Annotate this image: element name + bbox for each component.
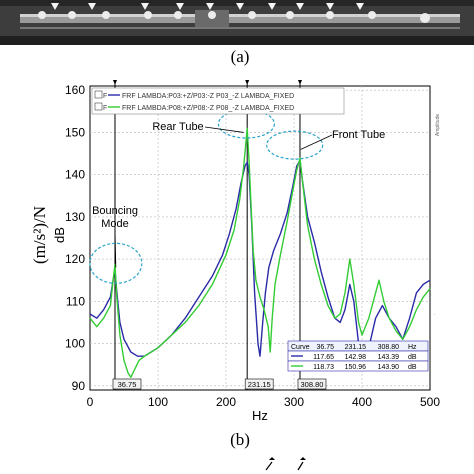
cursor-table-row-1-v3: 143.39: [378, 354, 400, 361]
cursor-label-3: 308.80: [301, 380, 324, 389]
legend-marker-box-2: [94, 102, 103, 111]
cursor-table-row-1-v2: 142.98: [345, 354, 367, 361]
annotation-pointer-2: [204, 126, 244, 133]
cursor-table-row-1-unit: dB: [408, 354, 417, 361]
x-tick-label-0: 0: [87, 395, 94, 409]
cursor-table-row-2-bg: [287, 360, 429, 372]
legend-box: [91, 87, 345, 115]
cursor-table-row-2-v3: 143.90: [378, 364, 400, 371]
cursor-table-header-f1: 36.75: [316, 344, 334, 351]
y-tick-label-6: 150: [65, 125, 85, 139]
cursor-table-row-2-unit: dB: [408, 364, 417, 371]
cursor-table-row-2-v2: 150.96: [345, 364, 367, 371]
legend-entry-2: FRF LAMBDA:P08:+Z/P08:-Z P08_-Z LAMBDA_F…: [122, 105, 294, 112]
y-axis-label-units: (m/s²)/N: [30, 206, 49, 264]
annotation-pointer-1: [114, 229, 117, 268]
x-axis-label: Hz: [252, 408, 268, 423]
cursor-table-header-f3: 308.80: [378, 344, 400, 351]
series-line-2: [89, 127, 431, 378]
annotation-rear-tube: Rear Tube: [152, 121, 203, 133]
right-axis-label: Amplitude: [435, 114, 441, 136]
annotation-front-tube: Front Tube: [332, 129, 385, 141]
cursor-marker-1: [112, 80, 117, 85]
cursor-table-row-1-v1: 117.65: [313, 354, 334, 361]
x-tick-label-1: 100: [148, 395, 168, 409]
cursor-label-1: 36.75: [118, 380, 137, 389]
cursor-labels: 36.75 231.15 308.80: [112, 378, 327, 390]
cursor-table: Curve 36.75 231.15 308.80 Hz 117.65 142.…: [287, 340, 429, 372]
callout-circle-3: [266, 130, 324, 160]
cursor-table-header-unit: Hz: [408, 344, 417, 351]
caption-b: (b): [230, 430, 250, 449]
cursor-label-2: 231.15: [248, 380, 271, 389]
x-tick-labels: 0 100 200 300 400 500: [87, 395, 441, 409]
cursor-label-box-1: [112, 378, 142, 390]
x-tick-label-4: 400: [352, 395, 372, 409]
cursor-marker-3: [297, 80, 302, 85]
right-axis-tick: ·: [434, 312, 436, 318]
cursor-table-header-f2: 231.15: [345, 344, 367, 351]
legend: F FRF LAMBDA:P03:+Z/P03:-Z P03_-Z LAMBDA…: [91, 87, 345, 115]
y-tick-labels: 90 100 110 120 130 140 150 160: [65, 83, 85, 393]
annotation-bouncing-mode-2: Mode: [101, 218, 129, 230]
y-tick-label-5: 140: [65, 168, 85, 182]
x-tick-label-2: 200: [216, 395, 236, 409]
annotation-bouncing-mode: Bouncing: [92, 205, 138, 217]
cursor-label-box-3: [297, 378, 327, 390]
y-tick-label-3: 120: [65, 252, 85, 266]
annotation-pointer-3: [300, 134, 333, 150]
y-tick-label-4: 130: [65, 210, 85, 224]
cursor-label-box-2: [244, 378, 274, 390]
y-tick-label-2: 110: [66, 294, 85, 308]
x-tick-label-3: 300: [284, 395, 304, 409]
y-tick-label-7: 160: [65, 83, 85, 97]
legend-marker-1: F: [103, 93, 107, 100]
legend-entry-1: FRF LAMBDA:P03:+Z/P03:-Z P03_-Z LAMBDA_F…: [122, 93, 294, 100]
y-tick-label-0: 90: [72, 379, 86, 393]
y-tick-label-1: 100: [65, 337, 85, 351]
cursor-table-header-curve: Curve: [291, 344, 310, 351]
x-tick-label-5: 500: [420, 395, 440, 409]
cursor-table-row-2-v1: 118.73: [313, 364, 334, 371]
legend-marker-2: F: [103, 105, 107, 112]
cursor-marker-2: [245, 80, 250, 85]
next-figure-fragment: [265, 457, 306, 471]
legend-marker-box-1: [94, 90, 103, 99]
test-rig-photo: [0, 0, 474, 45]
caption-a: (a): [230, 47, 250, 66]
y-axis-label-db: dB: [52, 227, 67, 243]
